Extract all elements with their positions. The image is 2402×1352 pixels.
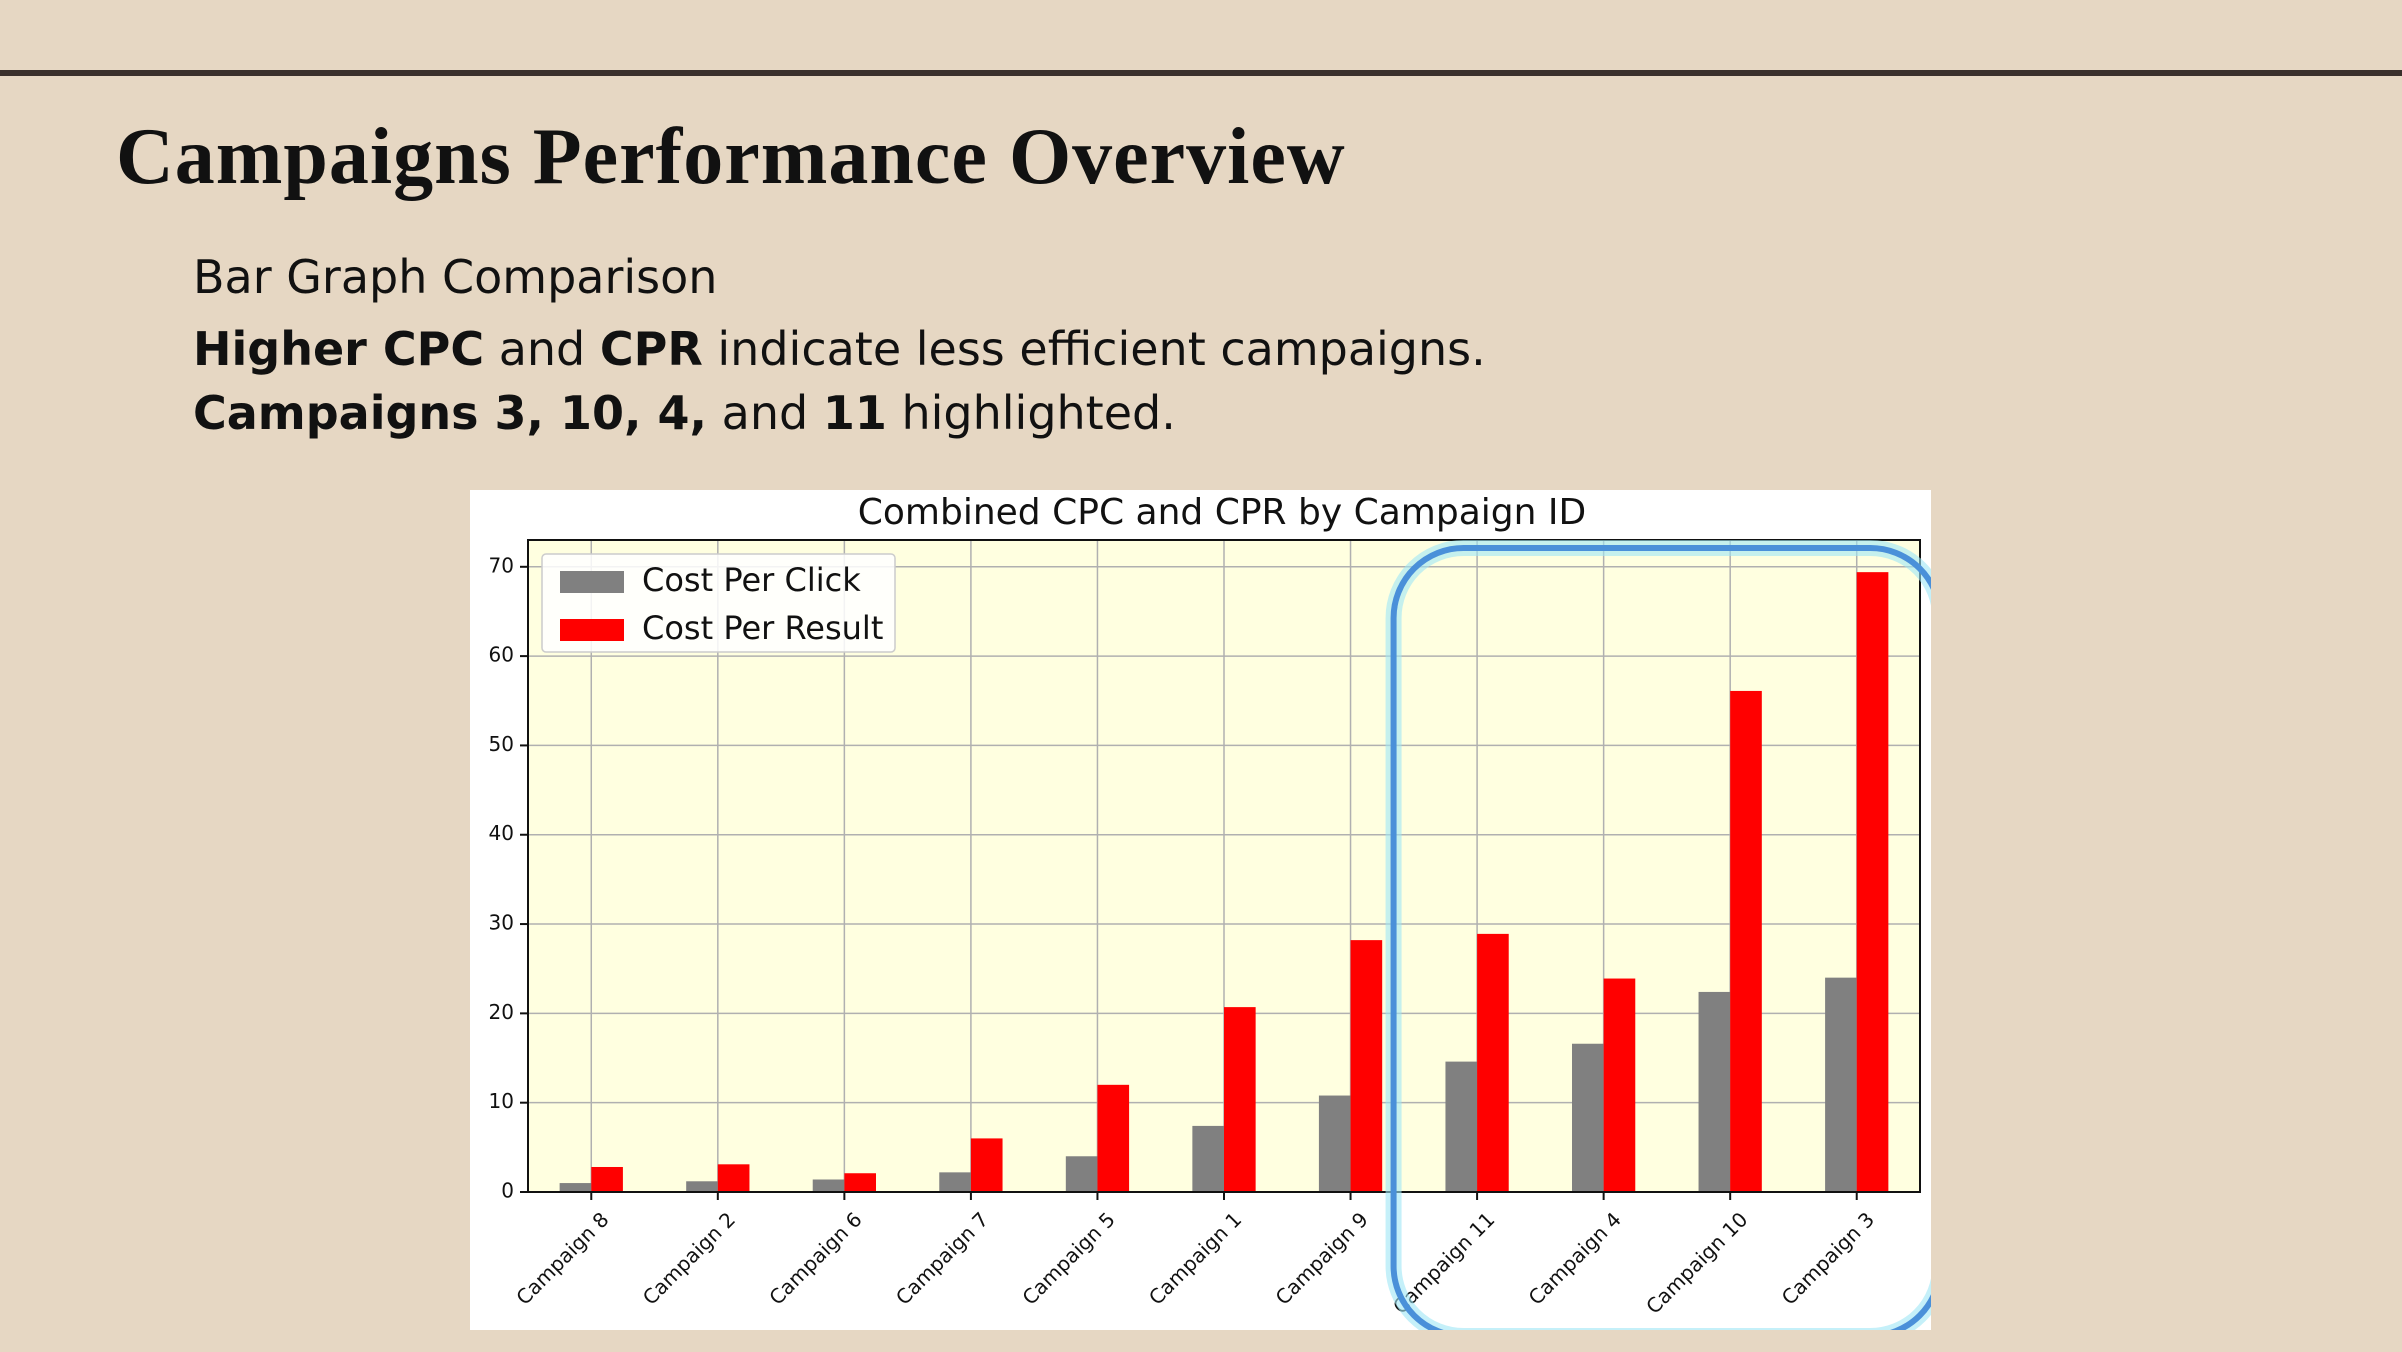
y-tick-label: 0 <box>501 1179 514 1203</box>
y-tick-label: 60 <box>489 643 514 667</box>
x-tick-label: Campaign 6 <box>764 1207 866 1309</box>
x-tick-label: Campaign 7 <box>891 1207 993 1309</box>
bold-text: 11 <box>822 386 887 440</box>
subtitle-line: Bar Graph Comparison <box>193 250 718 304</box>
bar-cost-per-click <box>812 1179 845 1192</box>
x-tick-label: Campaign 10 <box>1641 1207 1752 1318</box>
chart-image: Combined CPC and CPR by Campaign ID 0 10 2… <box>470 490 1931 1330</box>
bar-cost-per-result <box>970 1138 1003 1192</box>
y-tick-label: 50 <box>489 732 514 756</box>
bar-cost-per-result <box>1097 1084 1130 1192</box>
bar-cost-per-result <box>1856 572 1889 1192</box>
bar-cost-per-click <box>686 1181 718 1192</box>
page-title: Campaigns Performance Overview <box>116 113 1346 201</box>
bar-cost-per-result <box>844 1173 876 1192</box>
x-tick-label: Campaign 1 <box>1144 1207 1246 1309</box>
description-line-cpc-cpr: Higher CPC and CPR indicate less efficie… <box>193 322 1486 376</box>
bar-cost-per-click <box>1825 977 1857 1192</box>
bar-cost-per-result <box>1350 940 1383 1192</box>
y-tick-label: 20 <box>489 1000 514 1024</box>
bar-cost-per-click <box>1318 1095 1351 1192</box>
bar-chart: Combined CPC and CPR by Campaign ID 0 10 2… <box>489 492 1931 1330</box>
bar-cost-per-result <box>1477 933 1509 1192</box>
bar-cost-per-result <box>717 1164 750 1192</box>
text: and <box>484 322 600 376</box>
y-tick-label: 70 <box>489 553 514 577</box>
bold-text: Campaigns 3, 10, 4, <box>193 386 708 440</box>
x-tick-label: Campaign 8 <box>511 1207 613 1309</box>
legend-label: Cost Per Result <box>642 609 883 647</box>
bar-cost-per-click <box>1065 1156 1098 1192</box>
x-tick-label: Campaign 2 <box>638 1207 740 1309</box>
chart-title: Combined CPC and CPR by Campaign ID <box>858 492 1586 533</box>
bar-cost-per-result <box>1224 1007 1256 1192</box>
header-divider <box>0 70 2402 76</box>
bar-cost-per-result <box>1603 978 1636 1192</box>
bold-text: Higher CPC <box>193 322 485 376</box>
legend-swatch <box>560 619 624 641</box>
bar-cost-per-click <box>1572 1043 1604 1192</box>
bar-cost-per-result <box>591 1166 623 1192</box>
x-tick-label: Campaign 9 <box>1271 1207 1373 1309</box>
y-tick-label: 40 <box>489 821 514 845</box>
text: and <box>707 386 823 440</box>
bold-text: CPR <box>599 322 703 376</box>
highlight-box <box>1390 545 1931 1330</box>
legend-label: Cost Per Click <box>642 561 861 599</box>
bar-cost-per-click <box>1698 991 1731 1192</box>
bar-cost-per-click <box>1445 1061 1478 1192</box>
bar-cost-per-click <box>559 1183 592 1192</box>
description-line-highlighted: Campaigns 3, 10, 4, and 11 highlighted. <box>193 386 1176 440</box>
x-tick-label: Campaign 5 <box>1017 1207 1119 1309</box>
x-tick-label: Campaign 4 <box>1524 1207 1626 1309</box>
text: indicate less efficient campaigns. <box>702 322 1486 376</box>
bar-cost-per-click <box>939 1172 971 1192</box>
legend-box <box>541 553 896 653</box>
text: highlighted. <box>886 386 1176 440</box>
y-tick-label: 10 <box>489 1089 514 1113</box>
legend-swatch <box>560 571 624 593</box>
bar-cost-per-result <box>1730 690 1762 1192</box>
y-tick-label: 30 <box>489 911 514 935</box>
x-tick-label: Campaign 3 <box>1777 1207 1879 1309</box>
bar-cost-per-click <box>1192 1125 1224 1192</box>
